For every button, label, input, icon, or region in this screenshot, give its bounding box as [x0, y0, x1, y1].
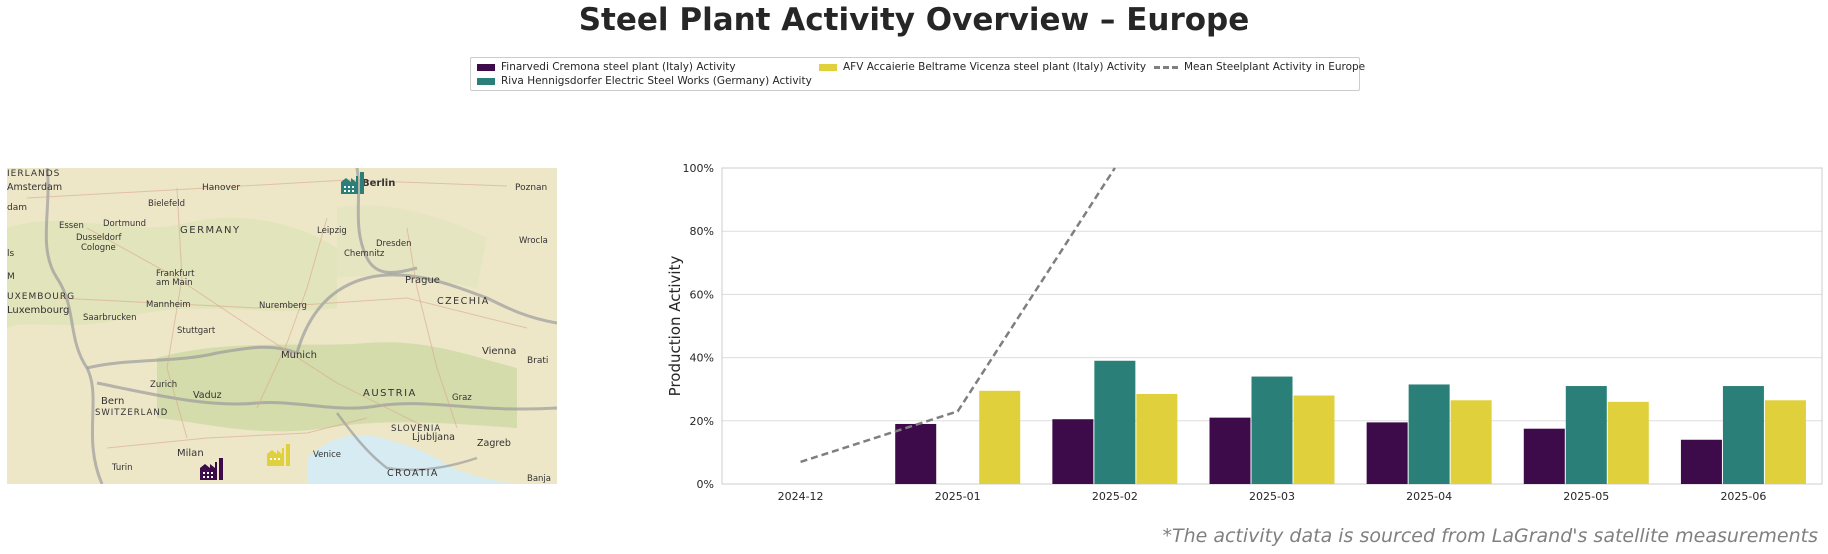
x-tick-label: 2024-12	[778, 490, 824, 503]
bar	[1366, 422, 1408, 484]
bar	[1408, 384, 1450, 484]
legend-item-riva: Riva Hennigsdorfer Electric Steel Works …	[477, 75, 812, 87]
bar	[1607, 401, 1649, 484]
chart-area: 0% 20% 40% 60% 80% 100% 2024-12 2025-01 2025-02 2…	[640, 160, 1825, 509]
y-axis-label: Production Activity	[666, 256, 684, 397]
map-label: Milan	[177, 448, 204, 459]
bar	[1094, 360, 1136, 484]
map-label: Saarbrucken	[83, 313, 137, 323]
map-label: Essen	[59, 221, 84, 231]
factory-icon-riva[interactable]	[341, 172, 364, 194]
y-tick-label: 80%	[690, 225, 714, 238]
map-label: Dusseldorf	[76, 233, 122, 243]
map-label: Dresden	[376, 239, 412, 249]
map-svg: IERLANDS Amsterdam dam Hanover Berlin Po…	[7, 168, 557, 484]
x-tick-label: 2025-03	[1249, 490, 1295, 503]
legend-label-afv: AFV Accaierie Beltrame Vicenza steel pla…	[843, 61, 1147, 73]
mean-line	[800, 167, 1116, 464]
bar	[1136, 393, 1178, 484]
map-label: Stuttgart	[177, 326, 216, 336]
bar	[1052, 419, 1094, 484]
bar	[1722, 386, 1764, 484]
map-label: Zagreb	[477, 438, 511, 449]
bar-chart: 0% 20% 40% 60% 80% 100% 2024-12 2025-01 2025-02 2…	[666, 162, 1823, 503]
page-title: Steel Plant Activity Overview – Europe	[578, 2, 1250, 38]
x-tick-label: 2025-05	[1563, 490, 1609, 503]
map-label: Berlin	[362, 178, 395, 189]
bar	[979, 390, 1021, 484]
map-label: IERLANDS	[7, 169, 60, 179]
map-label: Amsterdam	[7, 182, 62, 193]
map-label: GERMANY	[180, 225, 241, 236]
map-label: Frankfurt	[156, 269, 195, 279]
bar	[1209, 417, 1251, 484]
map-label: Hanover	[202, 183, 240, 193]
legend-item-mean: Mean Steelplant Activity in Europe	[1154, 61, 1365, 73]
x-tick-label: 2025-02	[1092, 490, 1138, 503]
map-label: Munich	[281, 350, 317, 361]
map-label: Graz	[452, 393, 472, 403]
bar	[1450, 400, 1492, 484]
map-label: Turin	[111, 463, 133, 473]
legend: Finarvedi Cremona steel plant (Italy) Ac…	[470, 57, 1365, 91]
x-tick-label: 2025-01	[935, 490, 981, 503]
map-label: UXEMBOURG	[7, 292, 75, 302]
map-label: Cologne	[81, 243, 116, 253]
map-label: am Main	[156, 278, 192, 288]
map-panel: IERLANDS Amsterdam dam Hanover Berlin Po…	[7, 168, 557, 484]
map-label: CROATIA	[387, 468, 439, 479]
factory-icon-finarvedi[interactable]	[200, 458, 223, 480]
map-label: Wrocla	[519, 236, 548, 246]
bar	[1680, 439, 1722, 484]
map-label: Prague	[405, 275, 440, 286]
bar	[1764, 400, 1806, 484]
y-tick-label: 60%	[690, 288, 714, 301]
map-label: ls	[7, 249, 15, 259]
legend-label-finarvedi: Finarvedi Cremona steel plant (Italy) Ac…	[501, 61, 736, 73]
map-label: Bielefeld	[148, 199, 185, 209]
legend-swatch-riva	[477, 77, 495, 85]
legend-label-mean: Mean Steelplant Activity in Europe	[1184, 61, 1366, 73]
map-label: Leipzig	[317, 226, 347, 236]
bar	[1565, 386, 1607, 484]
legend-item-afv: AFV Accaierie Beltrame Vicenza steel pla…	[819, 61, 1146, 73]
x-tick-label: 2025-06	[1720, 490, 1766, 503]
map-label: Mannheim	[146, 300, 191, 310]
map-label: CZECHIA	[437, 296, 490, 307]
map-label: dam	[7, 203, 27, 213]
map-label: Brati	[527, 356, 548, 366]
bar	[1251, 376, 1293, 484]
y-tick-label: 100%	[683, 162, 714, 175]
map-label: Vaduz	[193, 390, 222, 401]
map-label: SWITZERLAND	[95, 408, 168, 418]
legend-label-riva: Riva Hennigsdorfer Electric Steel Works …	[501, 75, 812, 87]
legend-swatch-finarvedi	[477, 63, 495, 71]
y-tick-label: 20%	[690, 415, 714, 428]
map-label: Poznan	[515, 183, 547, 193]
map-label: AUSTRIA	[363, 388, 417, 399]
map-label: Dortmund	[103, 219, 146, 229]
map-label: Vienna	[482, 346, 516, 357]
map-label: Zurich	[150, 380, 177, 390]
map-label: Venice	[313, 450, 341, 460]
legend-item-finarvedi: Finarvedi Cremona steel plant (Italy) Ac…	[477, 61, 736, 73]
y-tick-label: 0%	[697, 478, 714, 491]
bar	[1293, 395, 1335, 484]
map-label: Bern	[101, 396, 124, 407]
map-label: Banja	[527, 474, 551, 484]
footnote: *The activity data is sourced from LaGra…	[1162, 525, 1818, 547]
map-label: Ljubljana	[412, 432, 455, 443]
factory-icon-afv[interactable]	[267, 444, 290, 466]
map-label: Chemnitz	[344, 249, 385, 259]
map-label: Nuremberg	[259, 301, 307, 311]
bar	[895, 423, 937, 484]
map-label: Luxembourg	[7, 305, 69, 316]
legend-swatch-mean	[1154, 65, 1178, 69]
bar	[1523, 428, 1565, 484]
map-label: SLOVENIA	[391, 424, 441, 434]
legend-swatch-afv	[819, 63, 837, 71]
x-tick-label: 2025-04	[1406, 490, 1452, 503]
map-label: M	[7, 272, 15, 282]
y-tick-label: 40%	[690, 352, 714, 365]
